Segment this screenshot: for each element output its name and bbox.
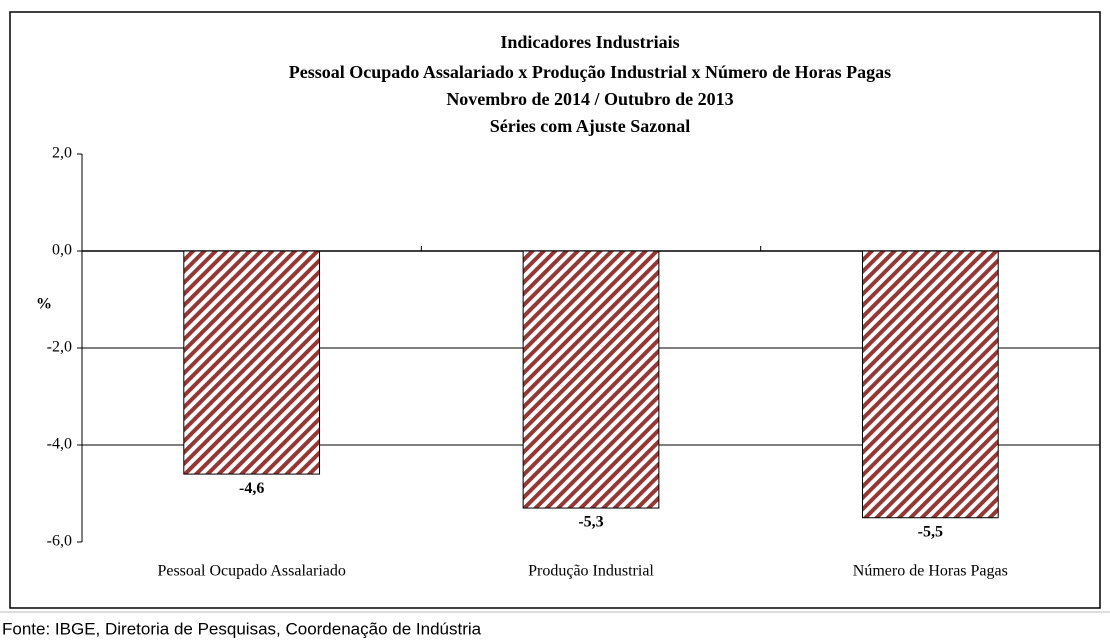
y-tick-label: 0,0 [52, 242, 72, 259]
bar [522, 250, 660, 509]
y-axis-label: % [36, 296, 52, 313]
chart-title: Pessoal Ocupado Assalariado x Produção I… [289, 62, 891, 82]
chart-title: Séries com Ajuste Sazonal [490, 116, 690, 136]
chart-title: Indicadores Industriais [500, 32, 679, 52]
chart-title: Novembro de 2014 / Outubro de 2013 [446, 89, 733, 109]
value-label: -5,5 [918, 523, 943, 540]
y-tick-label: 2,0 [52, 145, 72, 162]
y-tick-label: -2,0 [47, 339, 72, 356]
value-label: -4,6 [239, 480, 264, 497]
x-tick-label: Produção Industrial [528, 563, 654, 580]
bar [183, 250, 321, 475]
x-tick-label: Pessoal Ocupado Assalariado [157, 563, 345, 580]
x-tick-label: Número de Horas Pagas [853, 563, 1008, 580]
value-label: -5,3 [578, 514, 603, 531]
bar [861, 250, 999, 519]
y-tick-label: -6,0 [47, 533, 72, 550]
footer-source: Fonte: IBGE, Diretoria de Pesquisas, Coo… [2, 619, 482, 638]
y-tick-label: -4,0 [47, 436, 72, 453]
